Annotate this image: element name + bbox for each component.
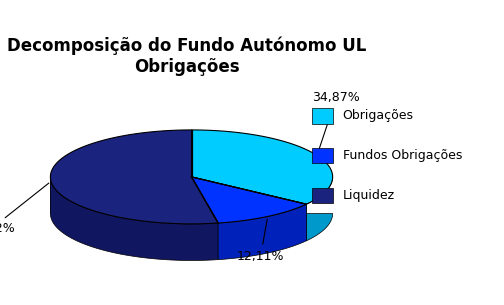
- Text: 34,87%: 34,87%: [312, 91, 360, 153]
- Bar: [312, 188, 333, 203]
- Polygon shape: [192, 130, 333, 204]
- Text: 53,02%: 53,02%: [0, 183, 49, 235]
- Text: Fundos Obrigações: Fundos Obrigações: [343, 149, 462, 162]
- Polygon shape: [192, 177, 306, 223]
- Bar: [312, 108, 333, 124]
- Bar: [312, 148, 333, 163]
- Polygon shape: [218, 204, 306, 260]
- Polygon shape: [50, 177, 218, 260]
- Text: Decomposição do Fundo Autónomo UL
Obrigações: Decomposição do Fundo Autónomo UL Obriga…: [7, 37, 366, 76]
- Polygon shape: [50, 130, 218, 224]
- Text: Liquidez: Liquidez: [343, 189, 395, 202]
- Polygon shape: [50, 177, 333, 241]
- Text: 12,11%: 12,11%: [237, 219, 284, 263]
- Text: Obrigações: Obrigações: [343, 109, 414, 122]
